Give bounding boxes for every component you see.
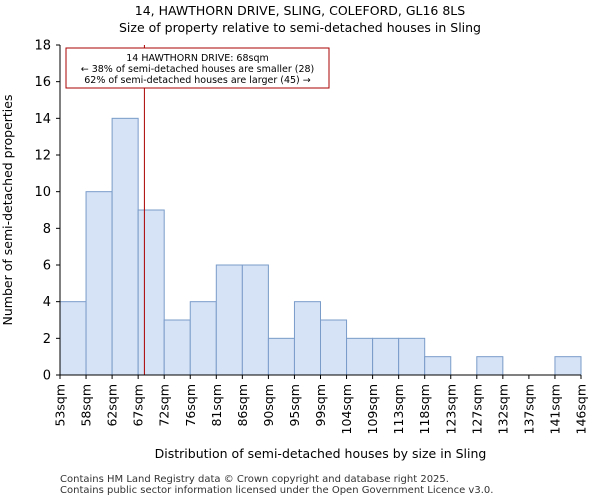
x-tick-label: 123sqm <box>443 384 458 434</box>
x-tick-label: 90sqm <box>261 384 276 427</box>
x-tick-label: 58sqm <box>79 384 94 427</box>
x-tick-label: 113sqm <box>391 384 406 434</box>
footer-copyright: Contains HM Land Registry data © Crown c… <box>60 474 449 485</box>
bar-99sqm <box>320 319 348 376</box>
bar-95sqm <box>293 301 322 376</box>
x-axis-label: Distribution of semi-detached houses by … <box>155 446 487 461</box>
bar-86sqm <box>241 264 269 376</box>
x-tick-label: 76sqm <box>183 384 198 427</box>
annotation-frame <box>65 47 330 89</box>
y-tick-label: 16 <box>34 75 51 90</box>
annotation-line-1: 14 HAWTHORN DRIVE: 68sqm <box>126 53 269 64</box>
y-tick-label: 6 <box>43 259 51 274</box>
annotation-box: 14 HAWTHORN DRIVE: 68sqm ← 38% of semi-d… <box>65 47 330 89</box>
x-tick-label: 109sqm <box>365 384 380 434</box>
x-tick-label: 132sqm <box>495 384 510 434</box>
x-tick-label: 127sqm <box>469 384 484 434</box>
x-tick-label: 95sqm <box>287 384 302 427</box>
bar-109sqm <box>372 337 400 376</box>
x-tick-label: 67sqm <box>131 384 146 427</box>
x-tick-label: 72sqm <box>157 384 172 427</box>
x-tick-label: 86sqm <box>235 384 250 427</box>
x-tick-label: 141sqm <box>547 384 562 434</box>
x-tick-label: 99sqm <box>313 384 328 427</box>
x-tick-label: 62sqm <box>105 384 120 427</box>
y-tick-label: 18 <box>34 39 51 54</box>
bar-62sqm <box>111 117 139 376</box>
bar-141sqm <box>554 356 582 376</box>
bar-72sqm <box>163 319 191 376</box>
y-tick-label: 10 <box>34 185 51 200</box>
bar-118sqm <box>424 356 452 376</box>
y-tick-label: 8 <box>43 222 51 237</box>
x-tick-label: 81sqm <box>209 384 224 427</box>
y-ticks-group: 0 2 4 6 8 10 12 14 16 18 <box>34 39 60 384</box>
x-tick-label: 118sqm <box>417 384 432 434</box>
x-tick-label: 137sqm <box>521 384 536 434</box>
bar-76sqm <box>189 301 217 376</box>
bar-67sqm <box>137 209 165 376</box>
bar-113sqm <box>398 337 426 376</box>
chart-subtitle: Size of property relative to semi-detach… <box>118 20 481 35</box>
bar-53sqm <box>59 301 87 376</box>
chart-title: 14, HAWTHORN DRIVE, SLING, COLEFORD, GL1… <box>134 3 466 18</box>
bar-chart: 14 HAWTHORN DRIVE: 68sqm ← 38% of semi-d… <box>0 39 589 462</box>
x-ticks-group: 53sqm 58sqm 62sqm 67sqm 72sqm 76sqm 81sqm 86sqm… <box>53 375 589 434</box>
y-tick-label: 14 <box>34 112 51 127</box>
bar-90sqm <box>267 337 295 376</box>
x-tick-label: 104sqm <box>339 384 354 434</box>
bar-127sqm <box>476 356 504 376</box>
y-tick-label: 0 <box>43 369 51 384</box>
x-tick-label: 53sqm <box>53 384 68 427</box>
bar-58sqm <box>85 191 113 376</box>
y-tick-label: 4 <box>43 295 51 310</box>
x-tick-label: 146sqm <box>574 384 589 434</box>
bars-group <box>59 117 582 376</box>
annotation-line-2: ← 38% of semi-detached houses are smalle… <box>81 64 315 75</box>
bar-81sqm <box>215 264 243 376</box>
y-tick-label: 2 <box>43 332 51 347</box>
footer-licence: Contains public sector information licen… <box>60 485 494 496</box>
y-tick-label: 12 <box>34 149 51 164</box>
annotation-line-3: 62% of semi-detached houses are larger (… <box>84 75 311 86</box>
y-axis-label: Number of semi-detached properties <box>0 95 15 326</box>
bar-104sqm <box>346 337 374 376</box>
